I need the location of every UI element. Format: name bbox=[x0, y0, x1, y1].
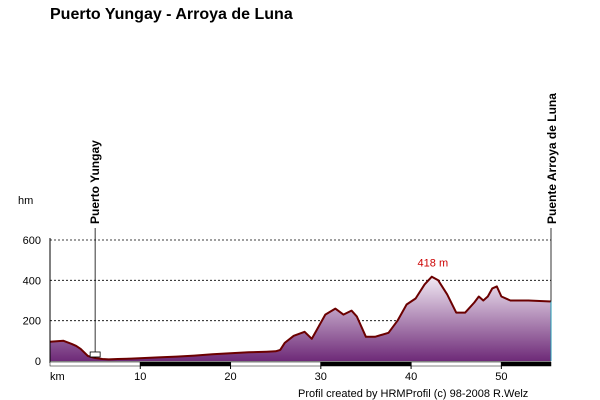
x-scale-segment-30 bbox=[320, 361, 412, 367]
x-tick-label-30: 30 bbox=[315, 371, 327, 383]
axes: 10 20 30 40 50 bbox=[49, 238, 552, 383]
x-scale-segment-10 bbox=[140, 361, 231, 367]
ferry-icon bbox=[89, 351, 101, 358]
x-scale-segment-40 bbox=[410, 361, 502, 367]
y-axis-label: hm bbox=[18, 195, 33, 207]
x-scale-segment-20 bbox=[230, 361, 322, 367]
y-tick-label-400: 400 bbox=[23, 275, 41, 287]
x-tick-label-40: 40 bbox=[405, 371, 417, 383]
waypoint-label-1: Puente Arroya de Luna bbox=[545, 93, 559, 224]
elevation-fill bbox=[50, 276, 551, 361]
waypoint-label-0: Puerto Yungay bbox=[88, 140, 102, 224]
peak-label: 418 m bbox=[418, 258, 449, 270]
x-tick-label-20: 20 bbox=[224, 371, 236, 383]
x-scale-segment-0 bbox=[49, 361, 141, 367]
x-tick-label-10: 10 bbox=[134, 371, 146, 383]
y-tick-label-0: 0 bbox=[35, 356, 41, 368]
elevation-line bbox=[49, 275, 552, 361]
x-scale-segment-50 bbox=[501, 361, 552, 367]
elevation-area bbox=[49, 275, 552, 361]
x-tick-label-50: 50 bbox=[495, 371, 507, 383]
y-tick-label-600: 600 bbox=[23, 235, 41, 247]
waypoints: Puerto Yungay Puente Arroya de Luna bbox=[88, 93, 559, 358]
y-tick-label-200: 200 bbox=[23, 316, 41, 328]
x-axis-label: km bbox=[50, 371, 65, 383]
chart-title: Puerto Yungay - Arroya de Luna bbox=[50, 6, 293, 23]
credit-text: Profil created by HRMProfil (c) 98-2008 … bbox=[298, 388, 528, 400]
